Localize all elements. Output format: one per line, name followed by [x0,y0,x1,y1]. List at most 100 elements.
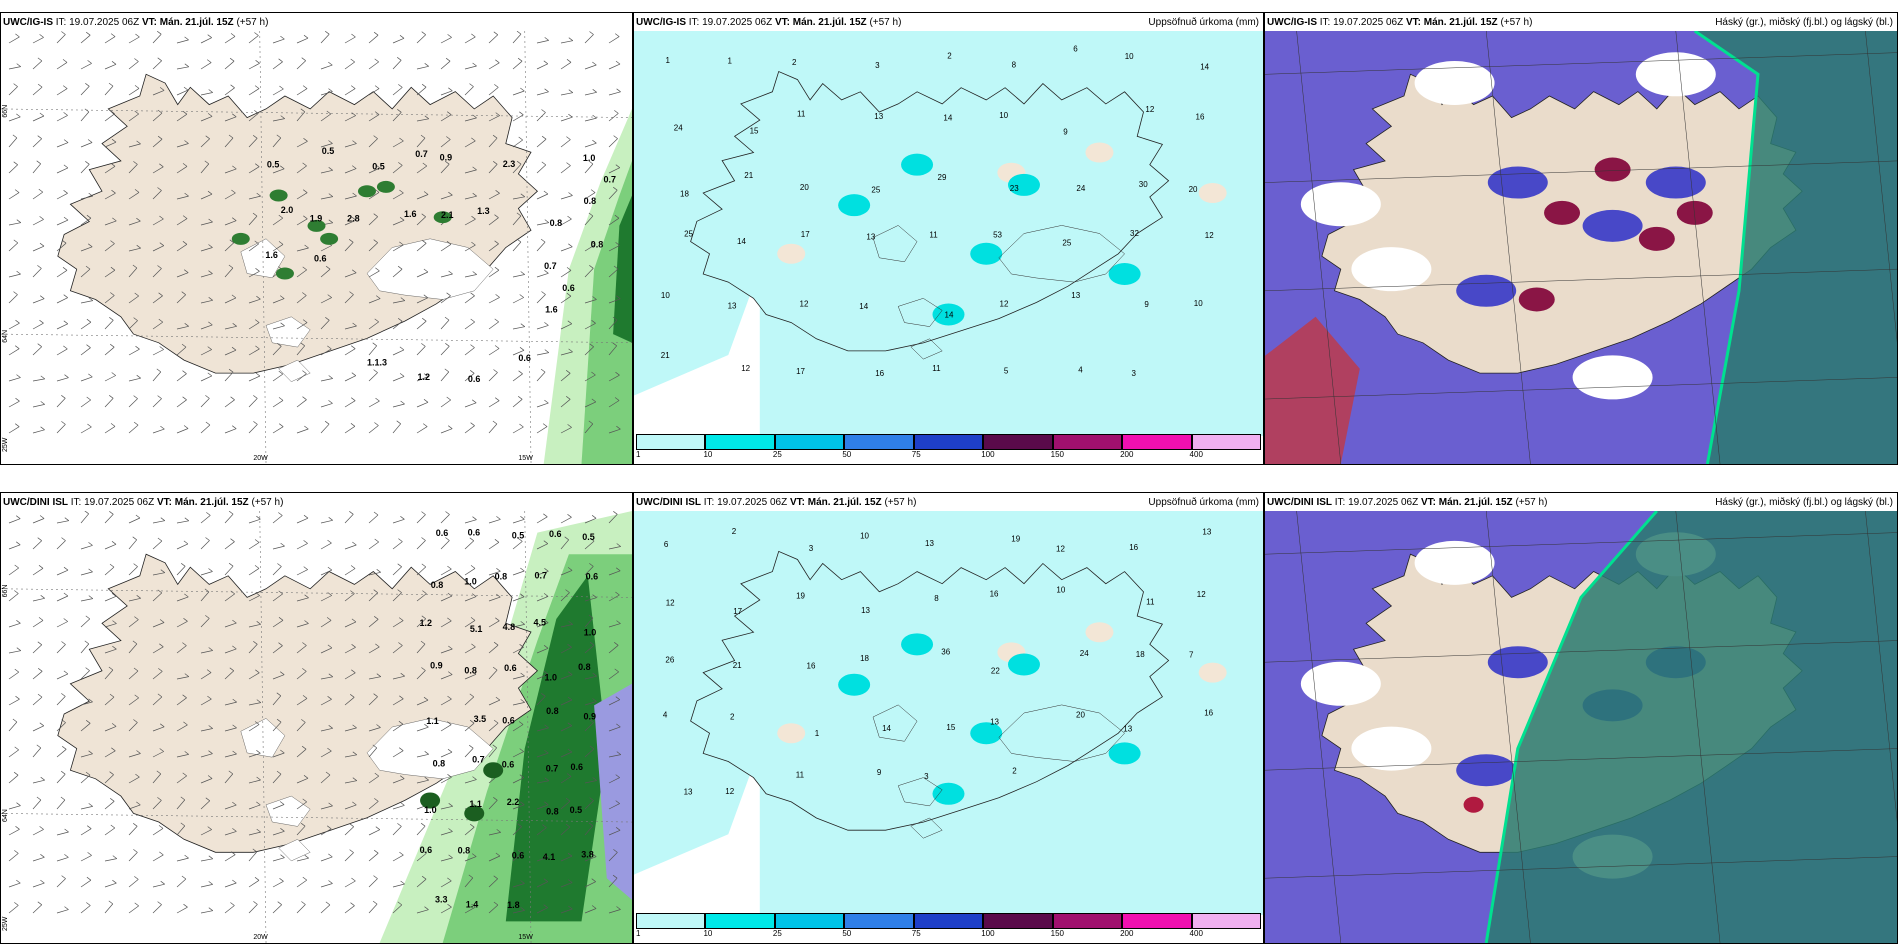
precip-amount: 17 [801,230,810,239]
precip-amount: 24 [1076,184,1085,193]
wind-barb [344,143,357,148]
wind-barb [8,377,21,382]
wind-barb-flag [40,426,45,431]
wind-barb-flag [88,803,93,807]
wind-barb [224,242,235,252]
wind-barb [200,800,211,810]
wind-barb-flag [615,774,620,778]
wind-barb [464,65,477,70]
wind-barb [560,427,572,434]
wind-barb-flag [591,853,597,857]
wind-barb [80,164,90,174]
wind-barb [272,545,285,550]
colorbar-label: 100 [981,450,995,459]
wind-barb [200,193,213,200]
precip-value: 0.8 [578,662,591,672]
wind-barb-flag [375,397,380,402]
wind-barb-flag [205,537,210,541]
wind-barb-flag [421,511,426,515]
wind-barb [200,910,213,914]
wind-barb [344,804,357,810]
wind-barb-flag [615,591,620,596]
wind-barb-flag [277,343,282,347]
wind-barb-flag [592,61,597,66]
wind-barb [272,773,282,784]
wind-barb [296,269,307,278]
precip-amount: 13 [728,302,737,311]
wind-barb-flag [421,563,427,568]
map-panel-p3: UWC/IG-IS IT: 19.07.2025 06Z VT: Mán. 21… [1264,12,1898,465]
wind-barb-flag [352,541,357,546]
wind-barb-flag [544,322,549,326]
wind-barb-flag [544,777,550,782]
iceland-outline [690,70,1170,352]
wind-barb-flag [88,373,93,378]
wind-barb-flag [328,517,333,521]
wind-barb [560,270,572,278]
wind-barb-flag [327,644,333,649]
wind-barb [200,324,213,330]
wind-barb-flag [591,320,596,324]
wind-barb [488,904,499,914]
wind-barb [128,852,138,862]
wind-barb-flag [134,694,139,699]
wind-barb-flag [544,88,549,93]
valid-time: Mán. 21.júl. 15Z [1423,17,1498,28]
wind-barb [224,541,235,550]
wind-barb-flag [520,271,525,275]
wind-barb-flag [108,666,114,671]
axis-label-lon20: 20W [253,455,268,462]
wind-barb-flag [374,538,379,543]
wind-barb [320,378,333,382]
wind-barb [584,701,597,706]
wind-barb [176,676,189,680]
wind-barb [128,247,141,252]
wind-barb-flag [350,565,356,569]
wind-barb [32,799,42,810]
wind-barb-flag [303,215,308,220]
wind-barb-flag [84,640,90,645]
wind-barb [152,800,162,810]
wind-barb-flag [37,537,42,541]
precip-value: 0.5 [512,531,525,541]
wind-barb-flag [448,854,453,859]
wind-barb-flag [492,744,497,749]
wind-barb [608,400,620,408]
wind-barb [248,375,261,382]
wind-barb-flag [231,294,237,299]
precip-amount: 10 [1125,52,1134,61]
wind-barb-flag [496,593,501,598]
wind-barb [344,593,355,602]
wind-barb [416,618,427,628]
wind-barb [152,428,165,434]
wind-barb-flag [157,395,162,399]
wind-barb [416,540,426,550]
wind-barb [128,566,138,576]
wind-barb [200,163,210,174]
wind-barb [584,617,594,628]
wind-barb [296,373,307,382]
wind-barb-flag [63,618,68,622]
wind-barb-flag [566,292,572,297]
wind-barb-flag [110,292,115,296]
wind-barb-flag [184,593,189,598]
precip-cell [464,805,485,822]
wind-barb [392,904,403,914]
wind-barb [464,86,474,96]
wind-barb-flag [133,161,138,165]
wind-barb-flag [590,241,596,245]
wind-barb-flag [327,696,332,700]
wind-barb-flag [39,242,45,247]
wind-barb-flag [350,902,355,906]
wind-barb [536,907,548,914]
precip-amount: 53 [993,231,1002,240]
wind-barb-flag [232,619,237,624]
wind-barb [80,63,92,70]
wind-barb [272,593,283,602]
wind-barb [32,540,42,550]
wind-barb [560,62,572,70]
wind-barb-flag [589,343,594,348]
wind-barb [488,62,500,70]
wind-barb-flag [517,823,522,827]
lon-line [524,511,532,943]
